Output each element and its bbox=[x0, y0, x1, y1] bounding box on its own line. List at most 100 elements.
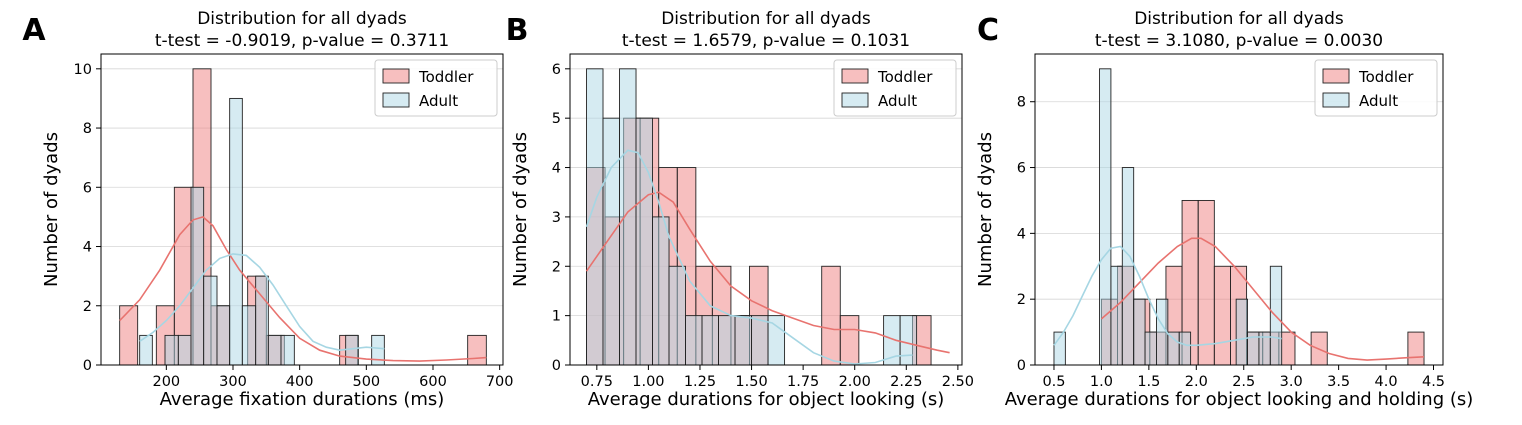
histogram-bar bbox=[1407, 331, 1425, 366]
chart-title: t-test = 3.1080, p-value = 0.0030 bbox=[1095, 31, 1383, 51]
x-tick-label: 400 bbox=[286, 374, 314, 390]
histogram-bar bbox=[1167, 331, 1180, 366]
legend-label: Adult bbox=[878, 92, 917, 110]
y-tick-label: 8 bbox=[83, 121, 92, 137]
y-tick-label: 1 bbox=[552, 309, 561, 325]
x-tick-label: 0.75 bbox=[581, 374, 613, 390]
x-tick-label: 700 bbox=[486, 374, 514, 390]
histogram-bar bbox=[1099, 68, 1112, 366]
histogram-bar bbox=[177, 334, 192, 366]
chart-title: t-test = 1.6579, p-value = 0.1031 bbox=[622, 31, 910, 51]
histogram-bar bbox=[1178, 331, 1192, 366]
y-tick-label: 4 bbox=[1017, 226, 1026, 242]
histogram-bar bbox=[821, 265, 841, 366]
kde-line bbox=[119, 216, 487, 362]
x-tick-label: 1.0 bbox=[1090, 374, 1113, 390]
histogram-bar bbox=[467, 334, 487, 366]
x-tick-label: 1.5 bbox=[1137, 374, 1160, 390]
plot-frame bbox=[100, 53, 504, 366]
histogram-bar bbox=[1133, 298, 1146, 366]
y-tick-label: 6 bbox=[552, 62, 561, 78]
x-tick-label: 4.5 bbox=[1422, 374, 1445, 390]
histogram-bar bbox=[280, 334, 295, 366]
x-tick-label: 1.50 bbox=[735, 374, 767, 390]
y-tick-label: 0 bbox=[1017, 358, 1026, 374]
histogram-bar bbox=[1197, 199, 1215, 366]
histogram-bar bbox=[229, 97, 243, 366]
kde-line bbox=[585, 149, 913, 365]
chart-title: Distribution for all dyads bbox=[1134, 9, 1344, 29]
histogram-bar bbox=[899, 315, 918, 366]
panel-letter: C bbox=[977, 13, 999, 48]
x-tick-label: 0.5 bbox=[1042, 374, 1065, 390]
legend: Toddler Adult bbox=[374, 59, 498, 117]
kde-line bbox=[1053, 245, 1282, 347]
histogram-bar bbox=[241, 305, 257, 366]
histogram-bar bbox=[1144, 331, 1157, 366]
y-axis-label: Number of dyads bbox=[510, 132, 531, 287]
y-tick-label: 8 bbox=[1017, 95, 1026, 111]
legend: Toddler Adult bbox=[1314, 59, 1438, 117]
x-tick-label: 600 bbox=[419, 374, 447, 390]
histogram-bar bbox=[203, 275, 218, 366]
chart-title: Distribution for all dyads bbox=[661, 9, 871, 29]
legend-swatch bbox=[382, 92, 410, 108]
histogram-bar bbox=[701, 315, 719, 366]
plot-frame bbox=[569, 53, 963, 366]
x-tick-label: 1.00 bbox=[632, 374, 664, 390]
kde-line bbox=[1100, 237, 1425, 361]
histogram-bar bbox=[255, 275, 269, 366]
histogram-bar bbox=[164, 334, 179, 366]
y-tick-label: 2 bbox=[1017, 292, 1026, 308]
histogram-bar bbox=[1235, 298, 1248, 366]
y-axis-label: Number of dyads bbox=[975, 132, 996, 287]
legend-swatch bbox=[1322, 68, 1350, 84]
legend-swatch bbox=[841, 92, 869, 108]
series-adult bbox=[586, 68, 918, 366]
x-tick-label: 3.5 bbox=[1327, 374, 1350, 390]
histogram-bar bbox=[1213, 265, 1231, 366]
y-tick-label: 5 bbox=[552, 111, 561, 127]
y-tick-label: 3 bbox=[552, 210, 561, 226]
histogram-bar bbox=[602, 117, 620, 366]
panel-letter: A bbox=[22, 13, 46, 48]
x-tick-label: 3.0 bbox=[1280, 374, 1303, 390]
x-tick-label: 2.5 bbox=[1232, 374, 1255, 390]
histogram-bar bbox=[267, 334, 282, 366]
y-tick-label: 2 bbox=[83, 299, 92, 315]
histogram-bar bbox=[685, 315, 703, 366]
series-adult bbox=[1053, 68, 1283, 366]
histogram-bar bbox=[718, 315, 736, 366]
histogram-bar bbox=[668, 265, 686, 366]
legend-swatch bbox=[841, 68, 869, 84]
chart-title: t-test = -0.9019, p-value = 0.3711 bbox=[155, 31, 449, 51]
legend-label: Toddler bbox=[877, 68, 933, 86]
x-tick-label: 2.25 bbox=[890, 374, 922, 390]
histogram-bar bbox=[119, 305, 139, 366]
kde-line bbox=[139, 253, 385, 352]
legend-label: Adult bbox=[1359, 92, 1398, 110]
legend-swatch bbox=[1322, 92, 1350, 108]
histogram-bar bbox=[751, 315, 769, 366]
y-tick-label: 0 bbox=[552, 358, 561, 374]
plot-frame bbox=[1034, 53, 1444, 366]
x-tick-label: 1.75 bbox=[787, 374, 819, 390]
y-tick-label: 10 bbox=[74, 62, 92, 78]
y-tick-label: 4 bbox=[552, 161, 561, 177]
legend-swatch bbox=[382, 68, 410, 84]
histogram-bar bbox=[734, 315, 753, 366]
histogram-bar bbox=[652, 216, 670, 366]
histogram-bar bbox=[635, 117, 653, 366]
x-tick-label: 200 bbox=[152, 374, 180, 390]
chart-title: Distribution for all dyads bbox=[197, 9, 407, 29]
x-tick-label: 1.25 bbox=[684, 374, 716, 390]
histogram-bar bbox=[216, 305, 231, 366]
legend-label: Toddler bbox=[418, 68, 474, 86]
y-tick-label: 6 bbox=[1017, 161, 1026, 177]
y-tick-label: 0 bbox=[83, 358, 92, 374]
y-tick-label: 4 bbox=[83, 240, 92, 256]
histogram-bar bbox=[586, 68, 604, 366]
